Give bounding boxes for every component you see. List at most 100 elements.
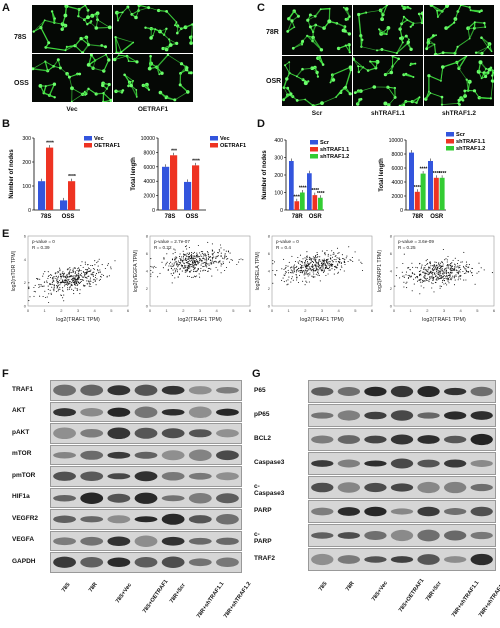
data-point — [205, 263, 207, 265]
x-axis-label: log2(TRAF1 TPM) — [300, 317, 344, 323]
legend-label: shTRAF1.2 — [456, 146, 485, 152]
y-tick-label: 2 — [390, 286, 393, 291]
data-point — [333, 266, 336, 268]
data-point — [445, 274, 447, 276]
data-point — [394, 285, 396, 287]
data-point — [441, 268, 443, 270]
data-point — [437, 272, 439, 274]
data-point — [432, 283, 434, 285]
data-point — [204, 253, 206, 255]
data-point — [298, 267, 300, 270]
data-point — [324, 264, 326, 266]
data-point — [208, 253, 210, 256]
data-point — [399, 277, 401, 279]
data-point — [330, 263, 332, 265]
blot-band — [470, 411, 493, 420]
data-point — [285, 271, 287, 273]
tube-network-image — [282, 56, 352, 106]
data-point — [210, 268, 212, 270]
data-point — [423, 287, 425, 289]
data-point — [304, 260, 307, 262]
data-point — [305, 272, 307, 274]
blot-band — [134, 471, 158, 482]
x-tick-label: 1 — [410, 308, 413, 313]
data-point — [85, 276, 87, 278]
blot-strip — [50, 552, 242, 573]
data-point — [188, 263, 191, 265]
data-point — [198, 273, 200, 275]
data-point — [38, 283, 40, 286]
data-point — [432, 265, 434, 267]
data-point — [450, 265, 452, 267]
y-tick-label: 6 — [268, 251, 271, 256]
data-point — [46, 282, 48, 284]
data-point — [81, 275, 83, 277]
data-point — [308, 269, 310, 271]
data-point — [204, 264, 206, 266]
data-point — [435, 269, 437, 271]
data-point — [186, 248, 188, 250]
data-point — [316, 254, 318, 256]
data-point — [469, 270, 471, 272]
blot-band — [390, 483, 414, 492]
data-point — [72, 269, 74, 271]
data-point — [80, 274, 82, 276]
data-point — [74, 275, 77, 277]
data-point — [327, 253, 329, 255]
data-point — [106, 276, 108, 278]
significance-label: **** — [293, 194, 301, 200]
data-point — [306, 251, 308, 253]
data-point — [305, 265, 307, 267]
data-point — [454, 275, 456, 277]
data-point — [69, 267, 71, 269]
data-point — [309, 266, 311, 268]
data-point — [28, 282, 30, 284]
data-point — [444, 267, 446, 270]
x-tick-label: 2 — [60, 308, 63, 313]
blot-band — [188, 558, 212, 567]
data-point — [186, 275, 189, 277]
y-tick-label: 4 — [390, 269, 393, 274]
data-point — [321, 261, 323, 263]
data-point — [76, 280, 78, 282]
data-point — [323, 258, 325, 260]
data-point — [44, 281, 46, 283]
panel-label-a: A — [2, 2, 10, 14]
data-point — [330, 264, 332, 266]
blot-band — [107, 557, 131, 568]
data-point — [94, 260, 96, 262]
data-point — [403, 281, 405, 283]
data-point — [72, 281, 74, 283]
data-point — [317, 274, 319, 276]
data-point — [204, 269, 207, 271]
data-point — [150, 269, 152, 272]
data-point — [315, 266, 317, 268]
blot-band — [311, 482, 334, 493]
data-point — [447, 264, 449, 266]
data-point — [424, 275, 426, 277]
data-point — [301, 269, 303, 271]
data-point — [184, 259, 186, 261]
data-point — [303, 262, 306, 264]
x-tick-label: 3 — [199, 308, 202, 313]
data-point — [285, 267, 287, 269]
data-point — [184, 254, 186, 256]
data-point — [73, 275, 75, 277]
y-tick-label: 0 — [280, 208, 283, 214]
data-point — [448, 264, 450, 266]
data-point — [63, 285, 66, 287]
data-point — [99, 275, 102, 277]
data-point — [426, 273, 428, 275]
data-point — [450, 277, 452, 279]
blot-band — [134, 535, 158, 547]
data-point — [299, 270, 301, 272]
data-point — [74, 271, 76, 273]
data-point — [311, 257, 313, 260]
data-point — [456, 270, 458, 272]
data-point — [203, 262, 205, 264]
data-point — [177, 260, 180, 262]
data-point — [293, 265, 295, 267]
data-point — [304, 277, 306, 279]
data-point — [97, 270, 99, 272]
data-point — [74, 280, 76, 282]
